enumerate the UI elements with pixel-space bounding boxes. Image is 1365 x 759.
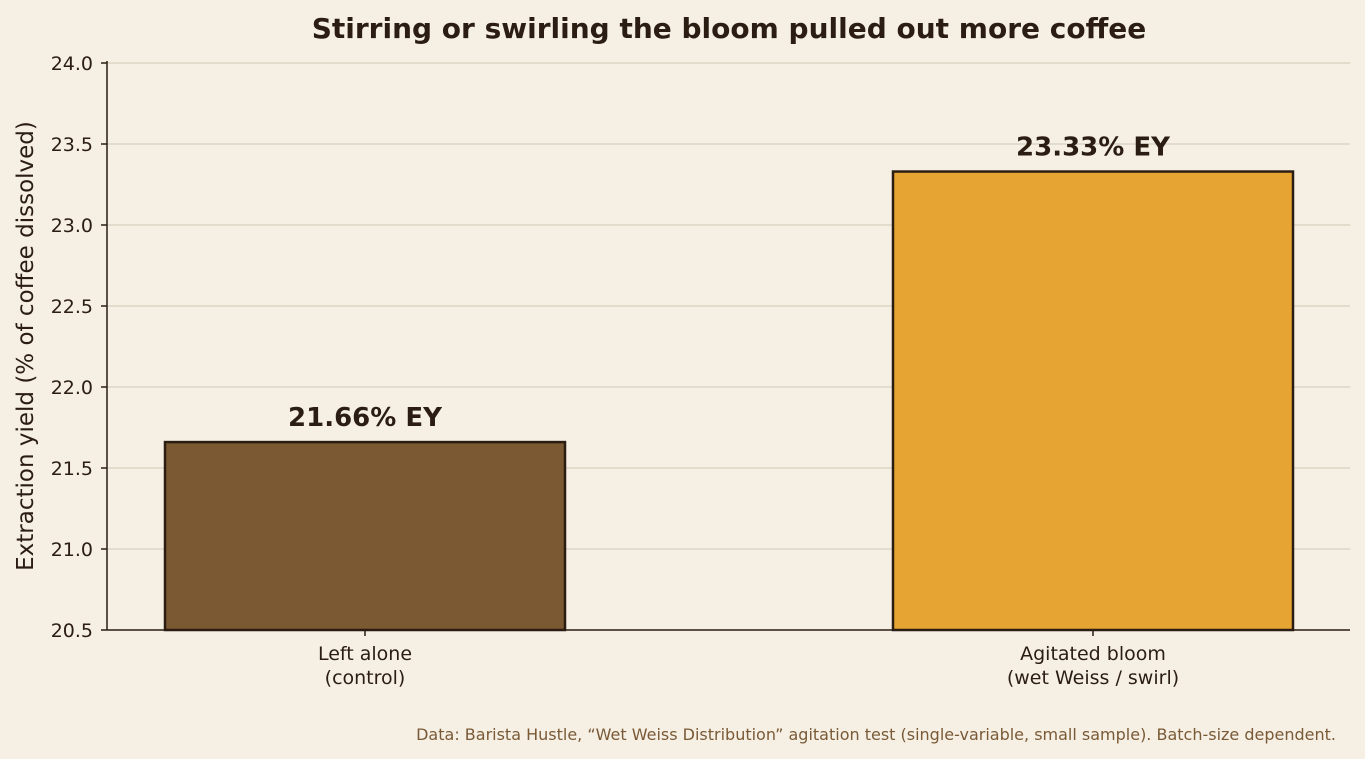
y-tick-label: 21.0 bbox=[51, 539, 93, 561]
y-axis-label: Extraction yield (% of coffee dissolved) bbox=[13, 121, 39, 571]
bar bbox=[163, 440, 567, 632]
x-tick-label: Agitated bloom bbox=[1020, 643, 1166, 665]
bars bbox=[163, 170, 1295, 632]
bar-value-label: 21.66% EY bbox=[288, 403, 443, 433]
x-axis-ticks: Left alone(control) Agitated bloom(wet We… bbox=[318, 630, 1179, 689]
y-axis-ticks: 20.5 21.0 21.5 22.0 22.5 23.0 23.5 24.0 bbox=[51, 53, 107, 642]
y-tick-label: 23.0 bbox=[51, 215, 93, 237]
x-tick-label: Left alone bbox=[318, 643, 412, 665]
bar-value-label: 23.33% EY bbox=[1016, 133, 1171, 163]
chart-title: Stirring or swirling the bloom pulled ou… bbox=[312, 12, 1147, 45]
y-tick-label: 22.5 bbox=[51, 296, 93, 318]
y-tick-label: 24.0 bbox=[51, 53, 93, 75]
y-tick-label: 20.5 bbox=[51, 620, 93, 642]
source-note: Data: Barista Hustle, “Wet Weiss Distrib… bbox=[416, 725, 1336, 744]
bar bbox=[891, 170, 1295, 632]
x-tick-label: (control) bbox=[325, 667, 406, 689]
y-tick-label: 22.0 bbox=[51, 377, 93, 399]
x-tick-label: (wet Weiss / swirl) bbox=[1007, 667, 1179, 689]
data-labels: 21.66% EY 23.33% EY bbox=[288, 133, 1171, 434]
y-tick-label: 21.5 bbox=[51, 458, 93, 480]
y-tick-label: 23.5 bbox=[51, 134, 93, 156]
